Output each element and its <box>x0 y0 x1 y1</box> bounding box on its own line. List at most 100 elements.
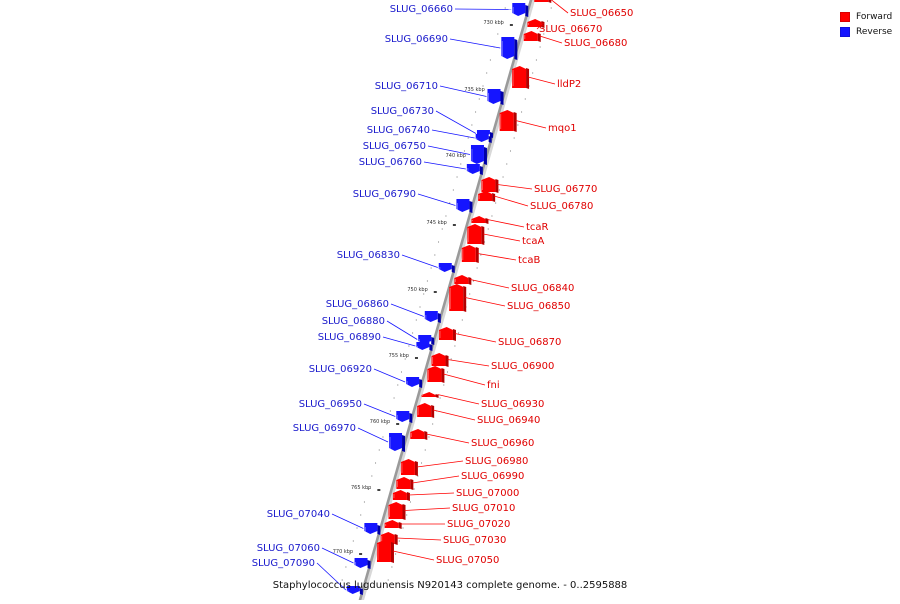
reverse-gene-label[interactable]: SLUG_06710 <box>375 81 438 92</box>
reverse-gene-block[interactable] <box>487 89 504 105</box>
reverse-gene-label[interactable]: SLUG_06970 <box>293 423 356 434</box>
forward-gene-block[interactable] <box>467 224 485 245</box>
forward-gene-block[interactable] <box>388 502 406 520</box>
forward-gene-block[interactable] <box>534 0 552 3</box>
forward-gene-block[interactable] <box>376 540 394 563</box>
reverse-gene-block[interactable] <box>466 164 483 175</box>
forward-gene-label[interactable]: SLUG_06770 <box>534 184 597 195</box>
forward-leader-line <box>426 433 470 444</box>
reverse-leader-line <box>417 193 456 206</box>
forward-gene-label[interactable]: lldP2 <box>557 79 581 90</box>
tick-label: 760 kbp <box>370 419 390 425</box>
forward-gene-label[interactable]: SLUG_07050 <box>436 555 499 566</box>
forward-gene-block[interactable] <box>384 520 402 529</box>
reverse-leader-line <box>382 336 416 347</box>
reverse-gene-label[interactable]: SLUG_06690 <box>385 34 448 45</box>
reverse-gene-label[interactable]: SLUG_06830 <box>337 250 400 261</box>
forward-gene-label[interactable]: SLUG_06980 <box>465 456 528 467</box>
forward-gene-label[interactable]: tcaR <box>526 222 549 233</box>
forward-gene-label[interactable]: tcaA <box>522 236 545 247</box>
reverse-leader-line <box>439 85 487 97</box>
forward-gene-block[interactable] <box>427 366 445 383</box>
forward-gene-label[interactable]: tcaB <box>518 255 541 266</box>
forward-gene-block[interactable] <box>461 245 479 263</box>
reverse-gene-block[interactable] <box>418 335 435 345</box>
forward-gene-label[interactable]: mqo1 <box>548 123 577 134</box>
forward-gene-block[interactable] <box>410 429 428 440</box>
forward-gene-block[interactable] <box>527 19 545 28</box>
forward-gene-label[interactable]: SLUG_07000 <box>456 488 519 499</box>
reverse-gene-label[interactable]: SLUG_06760 <box>359 157 422 168</box>
reverse-gene-block[interactable] <box>364 523 381 535</box>
forward-gene-block[interactable] <box>431 353 449 367</box>
tick-label: 745 kbp <box>426 220 446 226</box>
forward-gene-label[interactable]: fni <box>487 380 500 391</box>
forward-gene-block[interactable] <box>392 490 410 501</box>
reverse-gene-label[interactable]: SLUG_06790 <box>353 189 416 200</box>
forward-gene-block[interactable] <box>523 31 541 42</box>
forward-gene-block[interactable] <box>454 275 472 285</box>
forward-gene-label[interactable]: SLUG_06940 <box>477 415 540 426</box>
forward-gene-block[interactable] <box>499 110 517 132</box>
reverse-gene-block[interactable] <box>346 586 363 595</box>
reverse-leader-line <box>435 110 477 134</box>
forward-gene-block[interactable] <box>478 191 496 202</box>
reverse-gene-block[interactable] <box>424 311 441 323</box>
reverse-gene-label[interactable]: SLUG_07040 <box>267 509 330 520</box>
reverse-gene-block[interactable] <box>501 37 518 60</box>
reverse-gene-label[interactable]: SLUG_06920 <box>309 364 372 375</box>
forward-gene-label[interactable]: SLUG_06840 <box>511 283 574 294</box>
reverse-gene-block[interactable] <box>456 199 473 213</box>
forward-gene-block[interactable] <box>417 403 435 418</box>
reverse-gene-label[interactable]: SLUG_06860 <box>326 299 389 310</box>
forward-gene-label[interactable]: SLUG_06870 <box>498 337 561 348</box>
reverse-gene-block[interactable] <box>512 3 529 17</box>
forward-gene-label[interactable]: SLUG_07020 <box>447 519 510 530</box>
reverse-gene-label[interactable]: SLUG_07060 <box>257 543 320 554</box>
reverse-gene-label[interactable]: SLUG_06950 <box>299 399 362 410</box>
reverse-gene-label[interactable]: SLUG_06890 <box>318 332 381 343</box>
forward-gene-label[interactable]: SLUG_07010 <box>452 503 515 514</box>
forward-gene-block[interactable] <box>396 477 414 490</box>
tick-label: 765 kbp <box>351 485 371 491</box>
forward-gene-block[interactable] <box>481 177 499 193</box>
tick-label: 735 kbp <box>464 87 484 93</box>
forward-gene-block[interactable] <box>449 284 467 312</box>
forward-gene-block[interactable] <box>421 392 439 398</box>
reverse-gene-block[interactable] <box>354 558 371 569</box>
forward-leader-line <box>447 359 490 367</box>
reverse-gene-label[interactable]: SLUG_06730 <box>371 106 434 117</box>
forward-gene-block[interactable] <box>512 66 530 89</box>
forward-gene-label[interactable]: SLUG_07030 <box>443 535 506 546</box>
forward-gene-label[interactable]: SLUG_06930 <box>481 399 544 410</box>
forward-gene-label[interactable]: SLUG_06680 <box>564 38 627 49</box>
reverse-gene-block[interactable] <box>396 411 413 423</box>
reverse-gene-block[interactable] <box>470 145 487 165</box>
forward-gene-label[interactable]: SLUG_06650 <box>570 8 633 19</box>
reverse-gene-block[interactable] <box>389 433 406 452</box>
reverse-swatch <box>840 26 850 37</box>
forward-leader-line <box>527 76 556 85</box>
reverse-gene-block[interactable] <box>438 263 455 273</box>
reverse-gene-label[interactable]: SLUG_06660 <box>390 4 453 15</box>
reverse-gene-label[interactable]: SLUG_06750 <box>363 141 426 152</box>
forward-gene-label[interactable]: SLUG_06670 <box>539 24 602 35</box>
forward-gene-label[interactable]: SLUG_06780 <box>530 201 593 212</box>
reverse-gene-label[interactable]: SLUG_06880 <box>322 316 385 327</box>
forward-gene-label[interactable]: SLUG_06850 <box>507 301 570 312</box>
tick-label: 740 kbp <box>446 153 466 159</box>
forward-gene-label[interactable]: SLUG_06900 <box>491 361 554 372</box>
reverse-gene-label[interactable]: SLUG_06740 <box>367 125 430 136</box>
reverse-gene-label[interactable]: SLUG_07090 <box>252 558 315 569</box>
forward-gene-label[interactable]: SLUG_06990 <box>461 471 524 482</box>
forward-gene-label[interactable]: SLUG_06960 <box>471 438 534 449</box>
reverse-gene-block[interactable] <box>406 377 423 388</box>
forward-gene-block[interactable] <box>400 459 418 476</box>
forward-gene-block[interactable] <box>438 327 456 341</box>
gene-layer <box>346 0 552 595</box>
legend-label-reverse: Reverse <box>856 26 893 37</box>
reverse-gene-block[interactable] <box>475 134 492 143</box>
forward-gene-block[interactable] <box>471 216 489 224</box>
reverse-gene-block[interactable] <box>416 342 433 351</box>
